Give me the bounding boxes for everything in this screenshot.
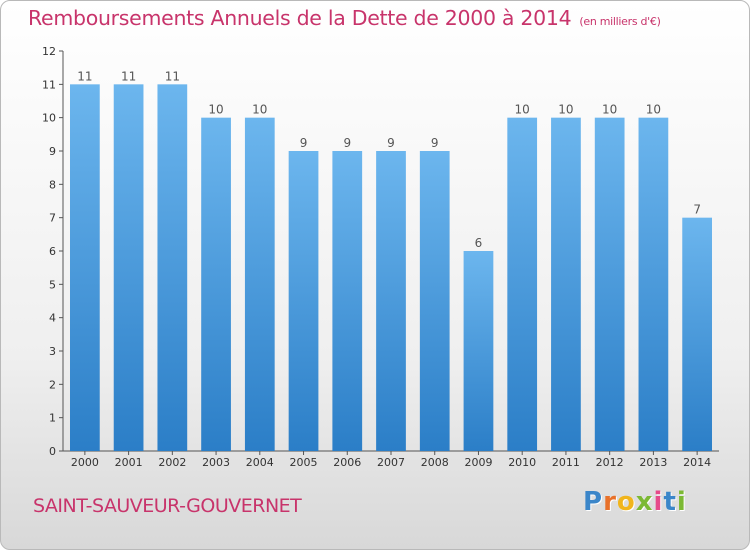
x-tick-label: 2007 [377, 456, 405, 469]
x-tick-label: 2004 [246, 456, 274, 469]
x-tick-label: 2003 [202, 456, 230, 469]
bar [376, 151, 406, 451]
bar [507, 117, 538, 452]
x-tick-label: 2012 [596, 456, 624, 469]
chart-title: Remboursements Annuels de la Dette de 20… [28, 6, 661, 30]
bar [419, 151, 450, 451]
x-tick-label: 2001 [115, 456, 143, 469]
data-label: 10 [208, 103, 223, 117]
logo-letter: r [603, 487, 617, 517]
y-tick-label: 9 [49, 145, 56, 158]
data-label: 10 [602, 103, 617, 117]
x-tick-label: 2013 [639, 456, 667, 469]
bar [463, 251, 494, 451]
bar [244, 117, 275, 452]
y-tick-label: 6 [49, 245, 56, 258]
y-tick-label: 7 [49, 212, 56, 225]
commune-name: SAINT-SAUVEUR-GOUVERNET [33, 495, 302, 517]
bar [201, 117, 231, 452]
chart-unit: (en milliers d'€) [579, 15, 661, 28]
data-label: 10 [646, 103, 661, 117]
x-tick-label: 2005 [290, 456, 318, 469]
chart-title-text: Remboursements Annuels de la Dette de 20… [28, 6, 572, 30]
x-tick-label: 2010 [508, 456, 536, 469]
data-label: 11 [165, 69, 180, 83]
data-label: 9 [343, 136, 351, 150]
bar [682, 217, 713, 451]
y-tick-label: 12 [42, 45, 56, 58]
logo-letter: o [616, 487, 636, 517]
x-tick-label: 2011 [552, 456, 580, 469]
data-label: 11 [77, 69, 92, 83]
y-tick-label: 0 [49, 445, 56, 458]
data-label: 7 [693, 203, 701, 217]
data-label: 11 [121, 69, 136, 83]
data-label: 10 [558, 103, 573, 117]
data-label: 10 [252, 103, 267, 117]
y-tick-label: 11 [42, 78, 56, 91]
logo-letter: i [676, 487, 687, 517]
y-tick-label: 4 [49, 312, 56, 325]
data-labels: 11 11 11 10 10 9 9 9 9 6 10 10 10 10 7 [77, 69, 701, 250]
bar [638, 117, 669, 452]
y-tick-label: 2 [49, 378, 56, 391]
bar [332, 151, 363, 451]
bars [69, 84, 713, 452]
bar [113, 84, 144, 451]
x-tick-label: 2006 [333, 456, 361, 469]
data-label: 10 [515, 103, 530, 117]
data-label: 9 [387, 136, 395, 150]
proxiti-logo: Proxiti [583, 487, 687, 517]
x-tick-label: 2008 [421, 456, 449, 469]
y-tick-label: 1 [49, 412, 56, 425]
bar [594, 117, 625, 452]
logo-letter: i [653, 487, 664, 517]
x-tick-label: 2014 [683, 456, 711, 469]
y-tick-label: 10 [42, 112, 56, 125]
data-label: 6 [475, 236, 483, 250]
logo-letter: t [663, 487, 677, 517]
bar [157, 84, 188, 451]
y-tick-label: 8 [49, 178, 56, 191]
x-tick-label: 2009 [464, 456, 492, 469]
logo-letter: x [635, 487, 654, 517]
bar [551, 117, 581, 452]
bar [69, 84, 100, 451]
x-tick-label: 2000 [71, 456, 99, 469]
y-tick-label: 3 [49, 345, 56, 358]
logo-letter: P [583, 487, 604, 517]
bar [288, 151, 319, 451]
x-tick-label: 2002 [158, 456, 186, 469]
data-label: 9 [431, 136, 439, 150]
y-tick-label: 5 [49, 278, 56, 291]
data-label: 9 [300, 136, 308, 150]
